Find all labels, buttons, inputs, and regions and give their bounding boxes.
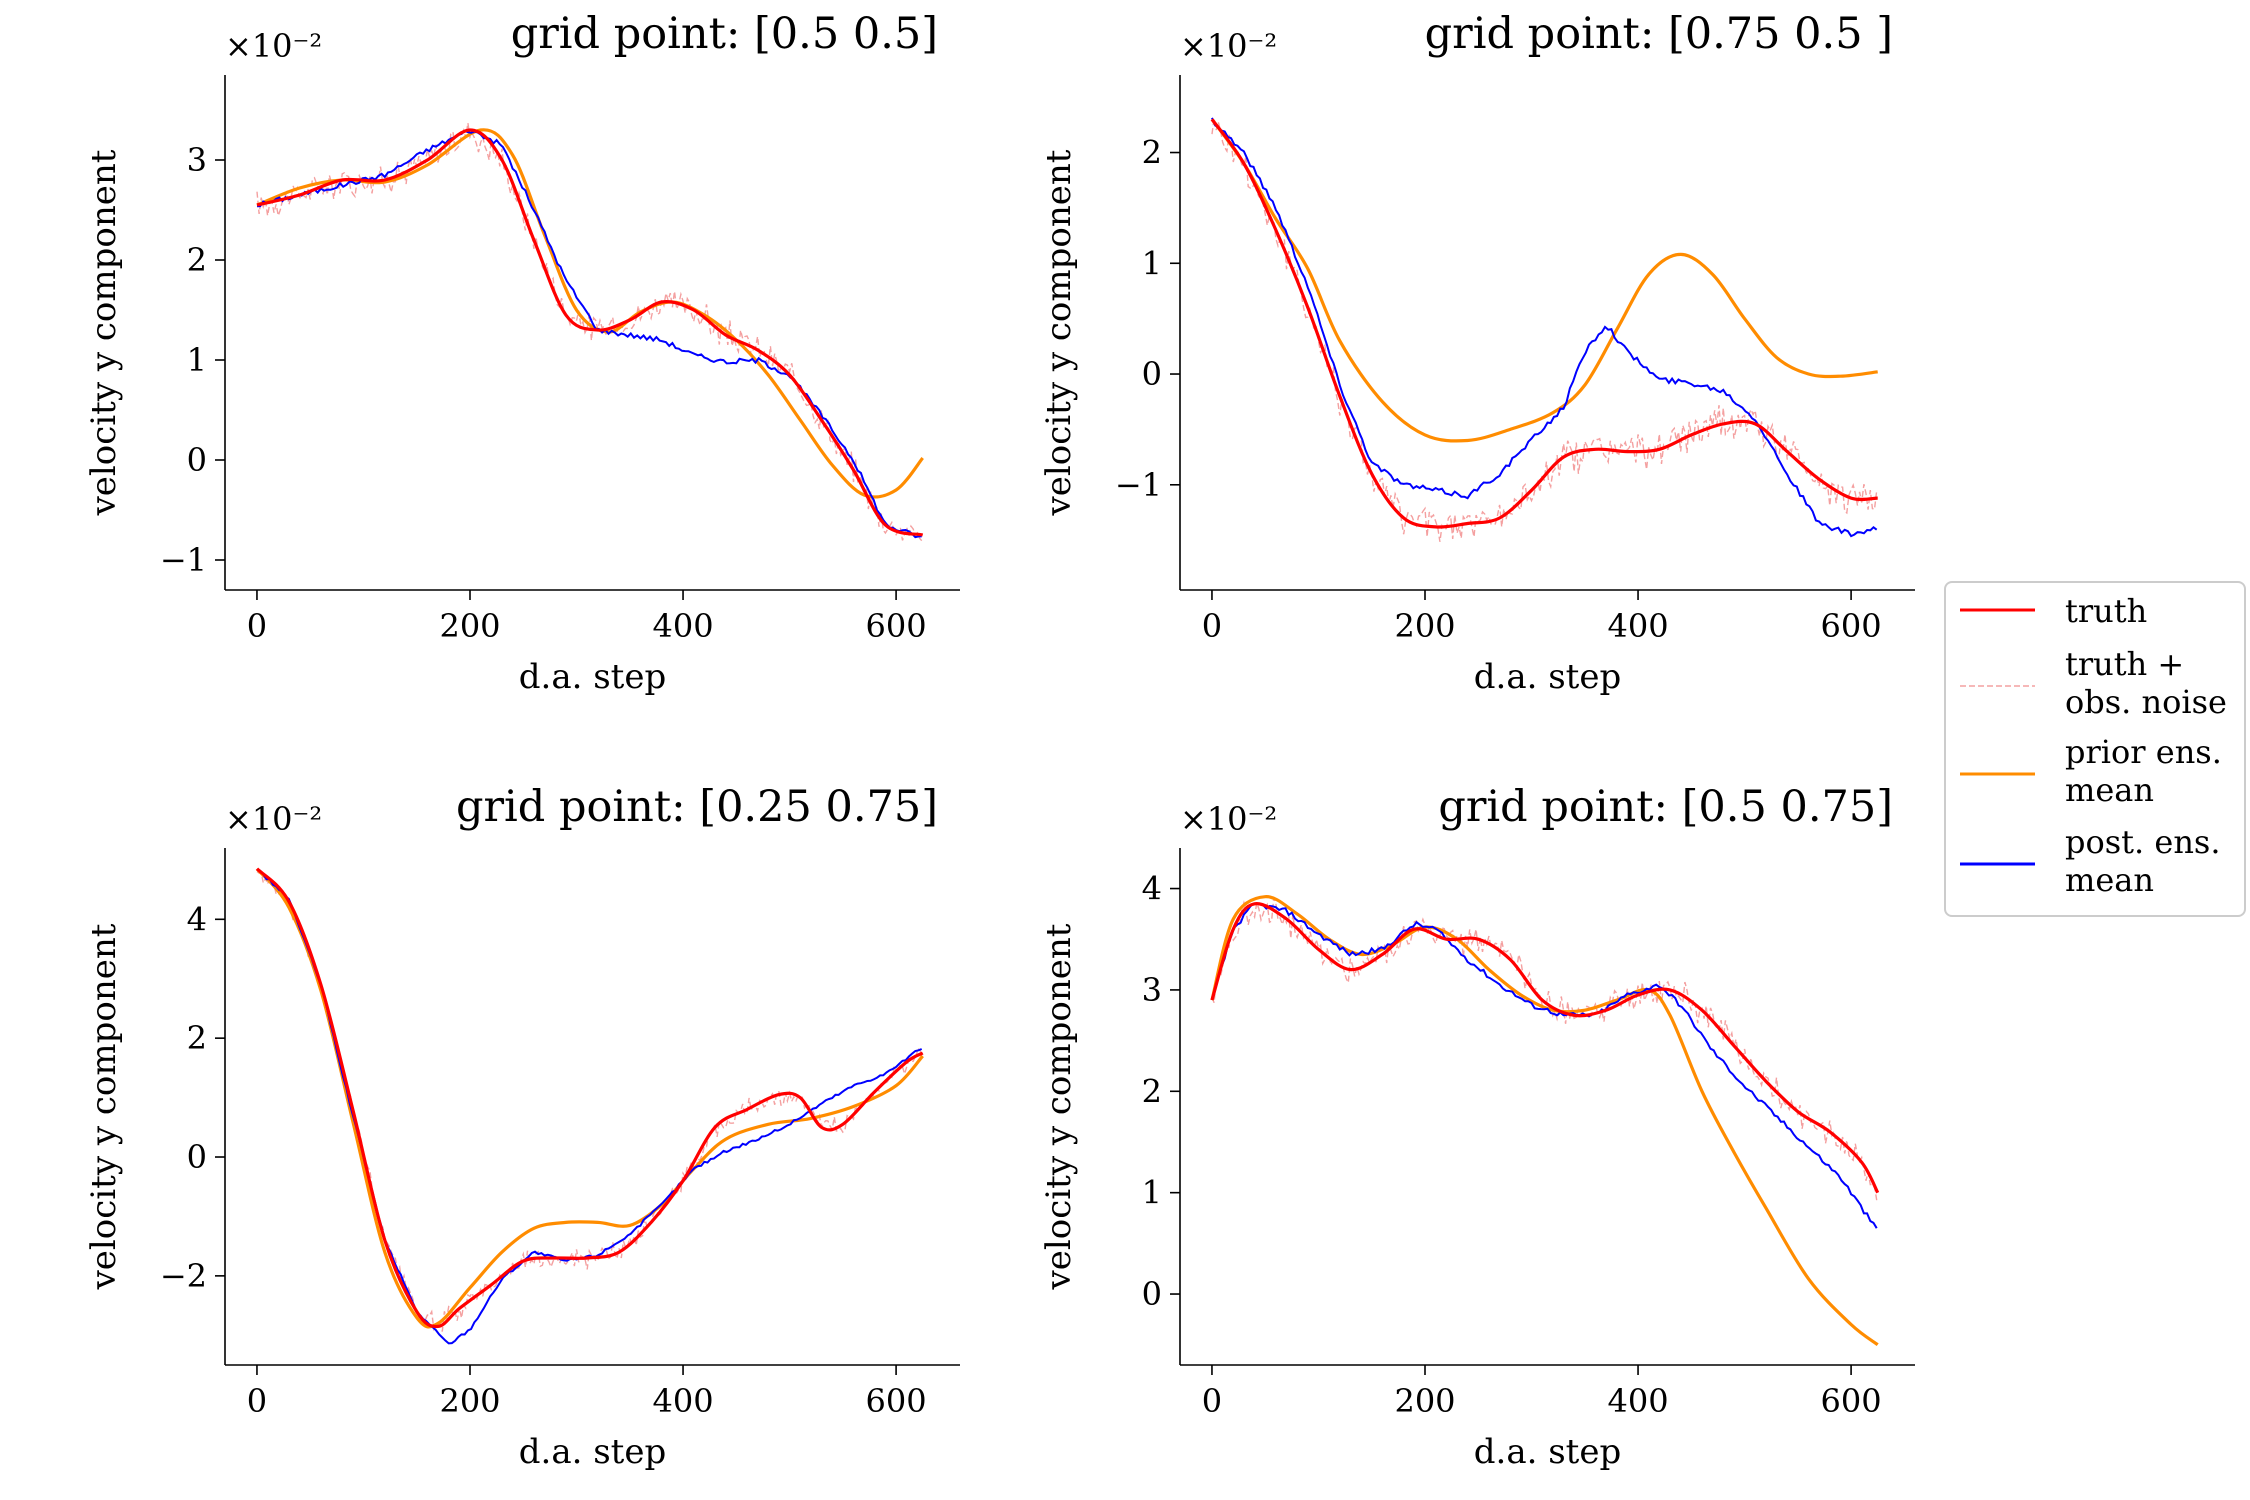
series-line-truth bbox=[1210, 118, 1878, 529]
series-line-post-mean bbox=[1211, 902, 1878, 1229]
y-axis-label: velocity y component bbox=[1039, 923, 1079, 1290]
legend-label: mean bbox=[2065, 771, 2154, 809]
x-tick-label: 600 bbox=[866, 1382, 927, 1420]
y-tick-label: −1 bbox=[1115, 466, 1162, 504]
y-tick-label: 2 bbox=[1142, 134, 1162, 172]
y-offset-label: ×10⁻² bbox=[1180, 27, 1277, 65]
series-line-prior-mean bbox=[255, 867, 924, 1329]
y-offset-label: ×10⁻² bbox=[1180, 800, 1277, 838]
legend-label: truth bbox=[2065, 592, 2147, 630]
x-tick-label: 600 bbox=[1821, 607, 1882, 645]
y-tick-label: 4 bbox=[1142, 870, 1162, 908]
legend-label: truth + bbox=[2065, 645, 2184, 683]
legend-label: obs. noise bbox=[2065, 683, 2227, 721]
series-line-post-mean bbox=[1211, 117, 1878, 538]
x-tick-label: 600 bbox=[1821, 1382, 1882, 1420]
x-axis-label: d.a. step bbox=[519, 1432, 666, 1472]
y-tick-label: −2 bbox=[160, 1257, 207, 1295]
series-line-truth bbox=[256, 128, 924, 537]
x-tick-label: 400 bbox=[1608, 1382, 1669, 1420]
x-tick-label: 600 bbox=[866, 607, 927, 645]
x-tick-label: 200 bbox=[1394, 1382, 1455, 1420]
chart-title: grid point: [0.75 0.5 ] bbox=[1425, 9, 1893, 59]
y-tick-label: 0 bbox=[187, 441, 207, 479]
x-axis-label: d.a. step bbox=[519, 657, 666, 697]
x-tick-label: 400 bbox=[653, 1382, 714, 1420]
y-offset-label: ×10⁻² bbox=[225, 800, 322, 838]
series-line-truth bbox=[1210, 902, 1880, 1194]
x-tick-label: 200 bbox=[1394, 607, 1455, 645]
y-offset-label: ×10⁻² bbox=[225, 27, 322, 65]
y-tick-label: 2 bbox=[187, 241, 207, 279]
legend-label: prior ens. bbox=[2065, 733, 2222, 771]
series-line-prior-mean bbox=[1210, 895, 1879, 1346]
chart-panel-2: grid point: [0.75 0.5 ] ×10⁻² d.a. step vel… bbox=[1039, 9, 1915, 697]
y-tick-label: 1 bbox=[187, 341, 207, 379]
x-tick-label: 200 bbox=[439, 607, 500, 645]
y-tick-label: 4 bbox=[187, 900, 207, 938]
x-tick-label: 200 bbox=[439, 1382, 500, 1420]
y-tick-label: 2 bbox=[187, 1019, 207, 1057]
y-axis-label: velocity y component bbox=[1039, 149, 1079, 516]
series-line-noisy-observation bbox=[1211, 897, 1878, 1201]
x-tick-label: 0 bbox=[247, 607, 267, 645]
chart-panel-1: grid point: [0.5 0.5] ×10⁻² d.a. step veloc… bbox=[84, 9, 960, 697]
y-tick-label: 0 bbox=[1142, 1275, 1162, 1313]
y-tick-label: 0 bbox=[1142, 355, 1162, 393]
y-tick-label: 3 bbox=[1142, 971, 1162, 1009]
legend-label: post. ens. bbox=[2065, 823, 2221, 861]
y-tick-label: 0 bbox=[187, 1138, 207, 1176]
x-tick-label: 0 bbox=[247, 1382, 267, 1420]
y-tick-label: −1 bbox=[160, 541, 207, 579]
y-tick-label: 3 bbox=[187, 141, 207, 179]
series-line-prior-mean bbox=[256, 128, 924, 499]
panels: grid point: [0.5 0.5] ×10⁻² d.a. step veloc… bbox=[84, 9, 1915, 1472]
y-tick-label: 1 bbox=[1142, 244, 1162, 282]
x-tick-label: 400 bbox=[653, 607, 714, 645]
legend-label: mean bbox=[2065, 861, 2154, 899]
chart-panel-3: grid point: [0.25 0.75] ×10⁻² d.a. step vel… bbox=[84, 782, 960, 1472]
x-tick-label: 0 bbox=[1202, 607, 1222, 645]
series-line-truth bbox=[255, 867, 924, 1329]
series-line-prior-mean bbox=[1210, 118, 1878, 443]
y-axis-label: velocity y component bbox=[84, 149, 124, 516]
x-axis-label: d.a. step bbox=[1474, 1432, 1621, 1472]
x-tick-label: 0 bbox=[1202, 1382, 1222, 1420]
chart-title: grid point: [0.25 0.75] bbox=[456, 782, 938, 832]
chart-panel-4: grid point: [0.5 0.75] ×10⁻² d.a. step velo… bbox=[1039, 782, 1915, 1472]
x-tick-label: 400 bbox=[1608, 607, 1669, 645]
legend-box bbox=[1944, 581, 2246, 917]
y-tick-label: 1 bbox=[1142, 1174, 1162, 1212]
x-axis-label: d.a. step bbox=[1474, 657, 1621, 697]
series-line-noisy-observation bbox=[256, 122, 923, 542]
y-axis-label: velocity y component bbox=[84, 923, 124, 1290]
y-tick-label: 2 bbox=[1142, 1072, 1162, 1110]
chart-title: grid point: [0.5 0.75] bbox=[1438, 782, 1893, 832]
chart-title: grid point: [0.5 0.5] bbox=[511, 9, 938, 59]
